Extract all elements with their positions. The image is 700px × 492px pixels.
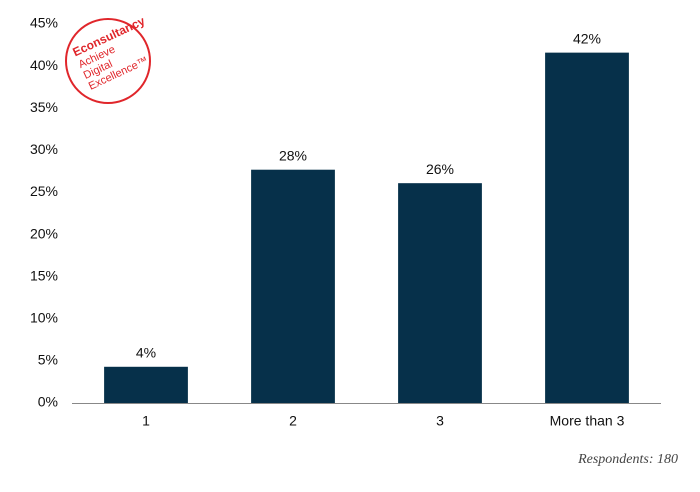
logo-circle [65, 18, 151, 104]
x-tick-label: 1 [142, 413, 150, 429]
x-tick-label: 3 [436, 413, 444, 429]
y-tick-label: 40% [30, 57, 58, 73]
y-tick-label: 15% [30, 267, 58, 283]
value-label: 28% [279, 147, 307, 163]
value-label: 42% [573, 30, 601, 46]
y-tick-label: 25% [30, 183, 58, 199]
y-tick-label: 35% [30, 99, 58, 115]
logo: Econsultancy Achieve Digital Excellence™ [65, 14, 151, 104]
y-tick-label: 5% [38, 352, 58, 368]
y-tick-label: 20% [30, 225, 58, 241]
y-tick-label: 30% [30, 141, 58, 157]
x-tick-label: More than 3 [550, 413, 625, 429]
note: Respondents: 180 [577, 452, 678, 467]
bar [251, 169, 335, 403]
value-label: 4% [136, 344, 156, 360]
bar [398, 183, 482, 403]
bar [545, 52, 629, 403]
y-tick-label: 10% [30, 309, 58, 325]
bar [104, 366, 188, 403]
y-tick-label: 0% [38, 394, 58, 410]
y-tick-label: 45% [30, 15, 58, 31]
value-label: 26% [426, 161, 454, 177]
x-tick-label: 2 [289, 413, 297, 429]
